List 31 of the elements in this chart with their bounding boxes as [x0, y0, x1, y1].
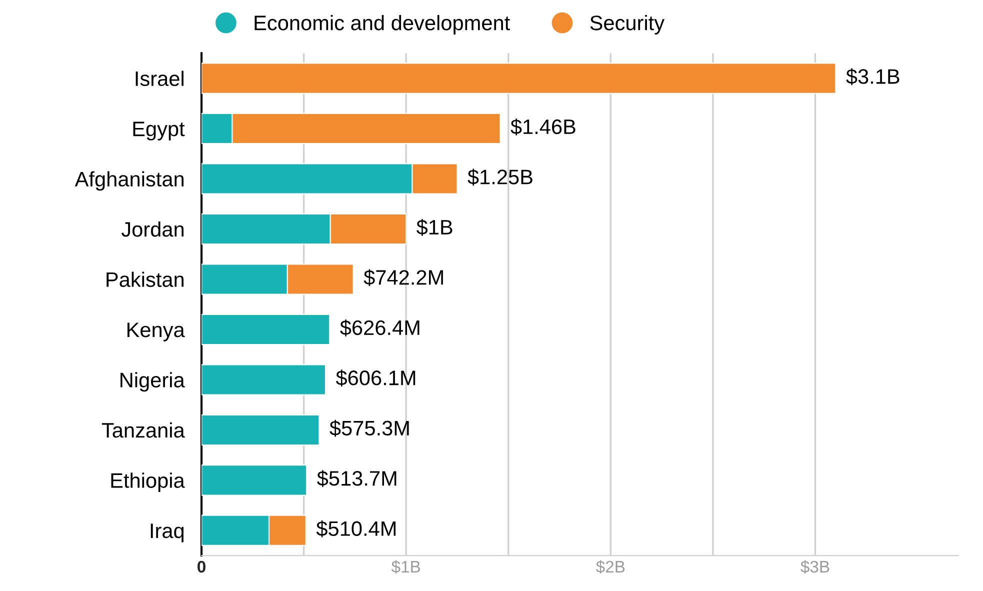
y-tick-label: Pakistan [106, 272, 184, 287]
y-tick-label: Afghanistan [74, 171, 184, 191]
legend-label: Security [590, 15, 665, 34]
bar [202, 364, 326, 396]
total-label: $626.4M [340, 319, 420, 336]
y-tick-label: Egypt [133, 122, 185, 140]
total-label: $510.4M [316, 520, 396, 538]
y-tick-label: Iraq [150, 524, 184, 542]
total-label: $742.2M [364, 269, 443, 286]
total-label: $1.25B [468, 168, 532, 186]
bar [202, 314, 330, 346]
total-label: $575.3M [330, 420, 409, 437]
y-tick-label: Tanzania [102, 422, 185, 438]
total-label: $513.7M [317, 470, 396, 488]
x-tick-label: $1B [391, 560, 420, 574]
y-tick-label: Kenya [127, 322, 185, 342]
y-tick-label: Jordan [121, 221, 184, 237]
bar [202, 414, 320, 446]
total-label: $3.1B [846, 68, 900, 86]
total-label: $1B [416, 218, 452, 236]
bar [202, 62, 836, 94]
x-tick-label: $2B [596, 560, 625, 574]
legend-label: Economic and development [254, 15, 510, 34]
total-label: $1.46B [510, 118, 576, 136]
total-label: $606.1M [336, 370, 416, 387]
y-tick-label: Ethiopia [111, 472, 185, 492]
bar [202, 464, 308, 496]
x-tick-label: 0 [198, 560, 206, 573]
x-tick-label: $3B [800, 560, 830, 574]
y-tick-label: Israel [136, 70, 184, 86]
y-tick-label: Nigeria [120, 372, 185, 392]
